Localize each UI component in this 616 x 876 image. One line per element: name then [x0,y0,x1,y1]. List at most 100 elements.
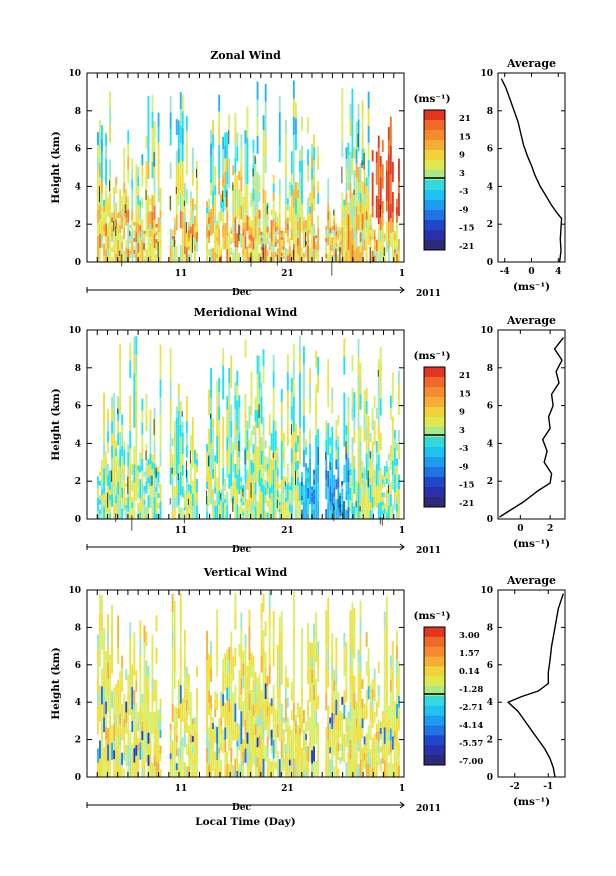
colorbar-band [424,190,445,201]
profile-y-label: 10 [480,69,493,79]
date-axis-arrow [399,801,405,809]
x-tick-label: 21 [281,784,294,794]
colorbar-band [424,437,445,448]
x-axis-label: Local Time (Day) [195,816,295,828]
colorbar-band [424,170,445,181]
colorbar-band [424,755,445,766]
colorbar-label: -7.00 [459,757,483,767]
month-label: Dec [232,288,252,298]
colorbar-band [424,666,445,677]
profile-y-label: 0 [487,773,493,783]
colorbar-unit: (ms⁻¹) [413,93,450,105]
year-label: 2011 [416,546,441,556]
colorbar-label: -3 [459,444,469,454]
colorbar-label: -4.14 [459,721,483,731]
profile-title: Average [506,57,556,70]
profile-y-label: 4 [487,439,493,449]
colorbar-band [424,150,445,161]
colorbar-band [424,457,445,468]
y-tick-label: 4 [75,439,81,449]
profile-y-label: 6 [487,145,493,155]
colorbar-band [424,447,445,458]
colorbar-label: -2.71 [459,703,483,713]
x-tick-label: 1 [399,269,405,279]
date-axis-arrow [399,286,405,294]
x-tick-label: 11 [175,269,188,279]
colorbar-frame [423,626,446,766]
colorbar-band [424,140,445,151]
colorbar-unit: (ms⁻¹) [413,610,450,622]
x-tick-label: 11 [175,526,188,536]
colorbar-band [424,417,445,428]
panel-title: Meridional Wind [194,306,298,319]
x-tick-label: 11 [175,784,188,794]
profile-y-label: 2 [487,736,493,746]
profile-y-label: 4 [487,698,493,708]
colorbar-label: 21 [459,371,471,381]
colorbar-label: -9 [459,462,469,472]
y-axis-label: Height (km) [50,131,62,203]
y-tick-label: 6 [75,402,81,412]
colorbar-band [424,200,445,211]
y-tick-label: 2 [75,220,81,230]
colorbar-band [424,705,445,717]
colorbar-band [424,180,445,191]
colorbar-band [424,487,445,498]
profile-frame [497,329,566,520]
colorbar-band [424,497,445,508]
profile-y-label: 2 [487,477,493,487]
profile-y-label: 8 [487,107,493,117]
y-tick-label: 10 [68,69,81,79]
colorbar-band [424,467,445,478]
year-label: 2011 [416,804,441,814]
profile-title: Average [506,574,556,587]
colorbar-band [424,220,445,231]
y-tick-label: 0 [75,773,81,783]
profile-x-label: -1 [543,782,553,792]
colorbar-band [424,725,445,736]
colorbar-label: 3.00 [459,631,480,641]
colorbar-label: 1.57 [459,649,480,659]
colorbar-band [424,427,445,438]
colorbar-unit: (ms⁻¹) [413,350,450,362]
x-tick-label: 1 [399,784,405,794]
month-label: Dec [232,545,252,555]
colorbar-band [424,735,445,746]
plot-frame [86,589,405,778]
colorbar-band [424,387,445,398]
profile-line [500,78,563,263]
profile-unit: (ms⁻¹) [513,796,550,808]
profile-frame [497,589,566,778]
colorbar-frame [423,366,446,508]
plot-frame [86,329,405,520]
plot-frame [86,72,405,263]
colorbar-label: 15 [459,389,471,399]
profile-title: Average [506,314,556,327]
colorbar-label: 9 [459,151,465,161]
colorbar-band [424,230,445,241]
month-label: Dec [232,803,252,813]
colorbar-band [424,656,445,667]
colorbar-label: 3 [459,169,465,179]
colorbar-band [424,686,445,697]
profile-line [506,593,564,778]
heatmap [97,590,400,777]
profile-y-label: 8 [487,364,493,374]
y-axis-label: Height (km) [50,647,62,719]
profile-unit: (ms⁻¹) [513,281,550,293]
y-tick-label: 8 [75,623,81,633]
profile-y-label: 0 [487,258,493,268]
y-tick-label: 2 [75,736,81,746]
y-tick-label: 10 [68,586,81,596]
profile-y-label: 10 [480,586,493,596]
colorbar: (ms⁻¹) 3.00 1.57 0.14 -1.28 -2.71 -4.14 -5.57 -7… [413,610,483,767]
colorbar-band [424,627,445,638]
date-axis-arrow [399,543,405,551]
heatmap [97,80,400,276]
profile-y-label: 8 [487,623,493,633]
colorbar-label: 0.14 [459,667,480,677]
profile-y-label: 2 [487,220,493,230]
colorbar-band [424,636,445,648]
profile-y-label: 0 [487,515,493,525]
average-profile: Average 0 2 4 6 8 10 -4 0 4 (ms⁻¹) [480,57,566,293]
